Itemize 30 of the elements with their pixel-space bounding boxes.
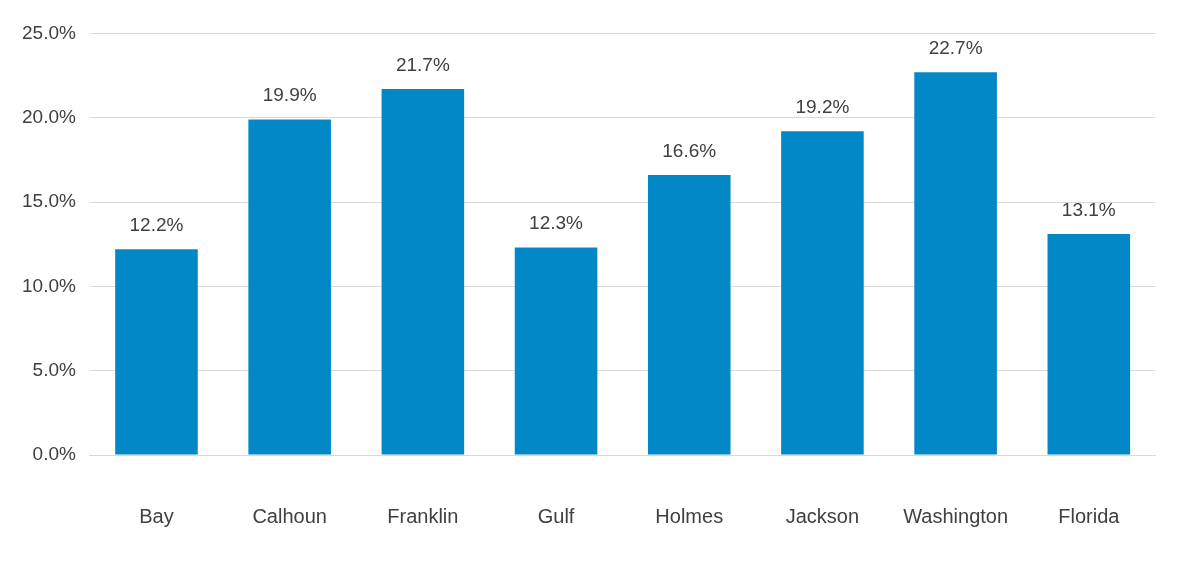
- x-tick-label: Franklin: [387, 504, 459, 527]
- x-tick-label: Calhoun: [252, 504, 327, 527]
- data-label: 22.7%: [928, 36, 983, 58]
- bar: [781, 131, 864, 455]
- bar: [1047, 234, 1131, 455]
- y-tick-label: 10.0%: [22, 274, 76, 296]
- y-tick-label: 20.0%: [22, 105, 76, 127]
- data-label: 21.7%: [395, 53, 450, 75]
- x-tick-label: Holmes: [655, 504, 724, 527]
- data-label: 19.9%: [262, 84, 317, 106]
- y-tick-label: 15.0%: [22, 190, 76, 212]
- bar: [248, 119, 331, 455]
- bar: [381, 89, 465, 455]
- x-tick-label: Florida: [1058, 504, 1121, 527]
- y-tick-label: 0.0%: [32, 443, 76, 465]
- bar: [115, 249, 198, 455]
- data-label: 12.3%: [529, 212, 584, 234]
- x-tick-label: Jackson: [785, 504, 860, 527]
- data-label: 13.1%: [1061, 198, 1116, 220]
- x-tick-label: Washington: [903, 504, 1009, 527]
- x-tick-label: Gulf: [537, 504, 575, 527]
- data-label: 16.6%: [662, 139, 717, 161]
- data-label: 19.2%: [795, 95, 850, 117]
- y-tick-label: 5.0%: [32, 358, 76, 380]
- data-label: 12.2%: [129, 213, 184, 235]
- y-tick-label: 25.0%: [22, 21, 76, 43]
- x-tick-label: Bay: [139, 504, 174, 527]
- bar: [514, 247, 598, 455]
- bar: [914, 72, 997, 455]
- bar: [647, 175, 731, 455]
